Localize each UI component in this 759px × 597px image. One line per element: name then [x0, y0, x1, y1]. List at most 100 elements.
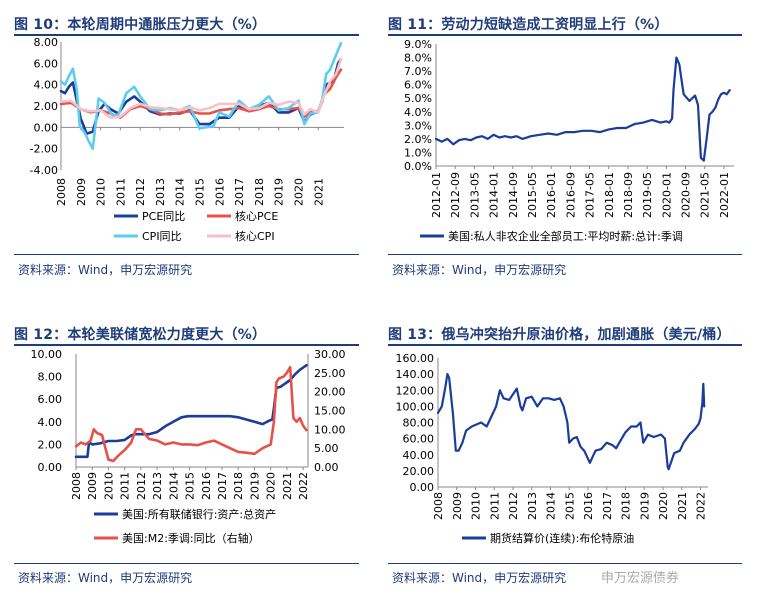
series-line — [434, 56, 731, 162]
chart-figure-13: 0.00 20.00 40.00 60.00 80.00 100.00 120.00 140.… — [396, 352, 708, 545]
x-tick-label: 2015 — [184, 472, 197, 500]
series-line — [436, 373, 706, 471]
y-tick-label: 4.0% — [404, 106, 432, 119]
watermark: 申万宏源债券 — [601, 571, 680, 586]
y-tick-label: -4.00 — [30, 164, 58, 177]
legend-label: 美国:私人非农企业全部员工:平均时薪:总计:季调 — [448, 229, 683, 243]
y-tick-label: 1.0% — [404, 146, 432, 159]
series-line — [59, 41, 343, 150]
y-tick-label: 8.00 — [34, 38, 59, 49]
x-tick-label: 2020 — [265, 472, 278, 500]
y-tick-label: 6.00 — [34, 57, 59, 70]
x-tick-label: 2017 — [601, 492, 614, 520]
y-tick-label: 0.00 — [410, 481, 435, 494]
chart-title: 图 12：本轮美联储宽松力度更大（%） — [14, 327, 267, 343]
x-tick-label: 2022 — [695, 492, 708, 520]
title-rule — [14, 344, 359, 346]
x-tick-label: 2013 — [526, 492, 539, 520]
x-tick-label: 2018 — [620, 492, 633, 520]
y2-tick-label: 30.00 — [314, 348, 346, 361]
y-tick-label: 8.00 — [38, 371, 63, 384]
legend-label: CPI同比 — [142, 230, 182, 243]
y-tick-label: -2.00 — [30, 143, 58, 156]
title-rule — [388, 34, 742, 36]
y-tick-label: 10.00 — [31, 348, 63, 361]
x-tick-label: 2017-05 — [584, 172, 597, 218]
title-rule — [388, 344, 742, 346]
x-tick-label: 2018 — [232, 472, 245, 500]
y2-tick-label: 0.00 — [314, 461, 339, 474]
y-tick-label: 100.00 — [396, 400, 435, 413]
y-tick-label: 80.00 — [403, 417, 435, 430]
x-tick-label: 2009 — [451, 492, 464, 520]
series-line — [59, 57, 343, 135]
chart-figure-11: 0.0%1.0%2.0%3.0%4.0%5.0%6.0%7.0%8.0%9.0%… — [404, 38, 734, 243]
x-tick-label: 2013 — [151, 472, 164, 500]
x-tick-label: 2018-01 — [603, 172, 616, 218]
title-rule — [14, 34, 359, 36]
x-tick-label: 2012-09 — [449, 172, 462, 218]
legend-label: 美国:M2:季调:同比（右轴） — [122, 531, 260, 545]
x-tick-label: 2010 — [102, 472, 115, 500]
x-tick-label: 2020-09 — [680, 172, 693, 218]
x-tick-label: 2017 — [233, 178, 246, 206]
x-tick-label: 2011 — [488, 492, 501, 520]
x-tick-label: 2019 — [248, 472, 261, 500]
y-tick-label: 2.0% — [404, 133, 432, 146]
y-tick-label: 20.00 — [403, 465, 435, 478]
chart-title: 图 13：俄乌冲突抬升原油价格，加剧通胀（美元/桶） — [388, 327, 731, 343]
x-tick-label: 2019 — [638, 492, 651, 520]
y-tick-label: 4.00 — [34, 79, 59, 92]
y-tick-label: 160.00 — [396, 352, 435, 365]
legend-label: 期货结算价(连续):布伦特原油 — [490, 531, 634, 545]
x-tick-label: 2008 — [55, 178, 68, 206]
x-tick-label: 2022-01 — [718, 172, 731, 218]
x-tick-label: 2009 — [75, 178, 88, 206]
x-tick-label: 2014-01 — [488, 172, 501, 218]
source-rule — [14, 254, 359, 255]
legend-label: 核心CPI — [235, 229, 275, 243]
y-tick-label: 8.0% — [404, 52, 432, 65]
x-tick-label: 2013-05 — [468, 172, 481, 218]
y2-tick-label: 20.00 — [314, 386, 346, 399]
source-note: 资料来源：Wind，申万宏源研究 — [18, 263, 193, 277]
y-tick-label: 2.00 — [34, 100, 59, 113]
x-tick-label: 2016 — [582, 492, 595, 520]
y-tick-label: 3.0% — [404, 119, 432, 132]
y-tick-label: 0.0% — [404, 160, 432, 173]
x-tick-label: 2018-09 — [622, 172, 635, 218]
legend-label: 核心PCE — [235, 209, 278, 223]
x-tick-label: 2016-01 — [545, 172, 558, 218]
series-line — [59, 57, 343, 119]
x-tick-label: 2020 — [657, 492, 670, 520]
source-rule — [388, 563, 742, 564]
x-tick-label: 2016 — [200, 472, 213, 500]
chart-title: 图 10：本轮周期中通胀压力更大（%） — [14, 17, 267, 33]
chart-figure-10: -4.00 -2.00 0.00 2.00 4.00 6.00 8.00 2008 2009 20… — [30, 38, 344, 243]
y-tick-label: 6.00 — [38, 393, 63, 406]
y-tick-label: 140.00 — [396, 368, 435, 381]
y-tick-label: 0.00 — [38, 461, 63, 474]
x-tick-label: 2018 — [253, 178, 266, 206]
x-tick-label: 2020 — [292, 178, 305, 206]
x-tick-label: 2016 — [213, 178, 226, 206]
y-tick-label: 40.00 — [403, 449, 435, 462]
y-tick-label: 6.0% — [404, 79, 432, 92]
x-tick-label: 2021 — [281, 472, 294, 500]
x-tick-label: 2011 — [119, 472, 132, 500]
source-rule — [14, 563, 359, 564]
x-tick-label: 2010 — [95, 178, 108, 206]
y-tick-label: 2.00 — [38, 438, 63, 451]
y-tick-label: 4.00 — [38, 416, 63, 429]
y2-tick-label: 25.00 — [314, 367, 346, 380]
y-tick-label: 7.0% — [404, 65, 432, 78]
source-note: 资料来源：Wind，申万宏源研究 — [392, 263, 567, 277]
legend-label: PCE同比 — [142, 210, 185, 223]
chart-title: 图 11：劳动力短缺造成工资明显上行（%） — [388, 17, 669, 33]
x-tick-label: 2021 — [312, 178, 325, 206]
y-tick-label: 0.00 — [34, 121, 59, 134]
x-tick-label: 2022 — [297, 472, 310, 500]
y-tick-label: 5.0% — [404, 92, 432, 105]
y2-tick-label: 15.00 — [314, 405, 346, 418]
chart-figure-12: 0.00 2.00 4.00 6.00 8.00 10.00 0.00 5.00 10.00 15… — [31, 348, 346, 545]
